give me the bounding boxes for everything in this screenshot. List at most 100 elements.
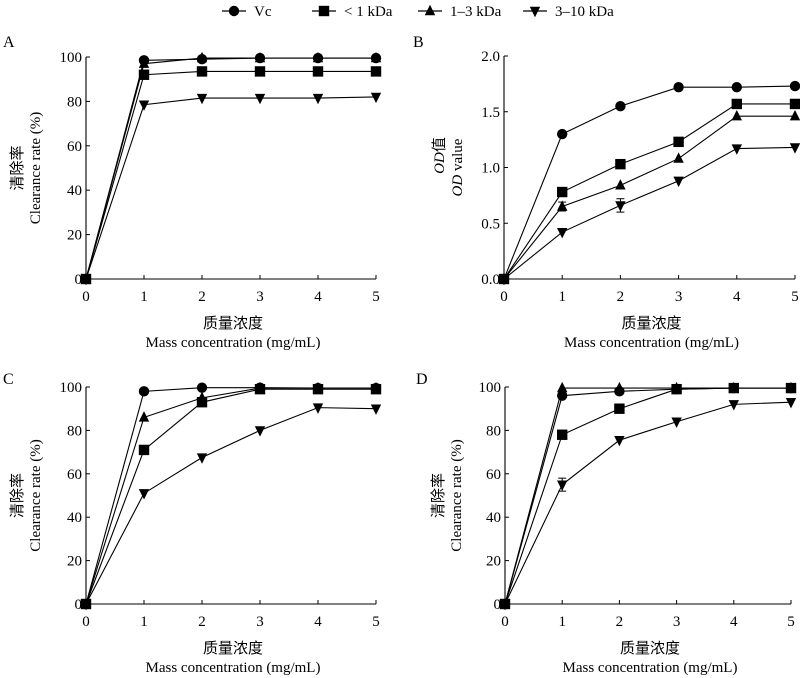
panel-letter: C xyxy=(3,371,14,388)
legend: Vc < 1 kDa 1–3 kDa 3–10 kDa xyxy=(222,4,614,20)
x-axis-label: Mass concentration (mg/mL) xyxy=(146,660,321,676)
x-tick-label: 4 xyxy=(733,289,741,305)
data-point xyxy=(196,66,208,77)
series-line xyxy=(85,57,376,280)
data-point xyxy=(789,143,800,154)
data-point xyxy=(557,227,568,239)
data-point xyxy=(370,66,382,77)
y-tick-label: 20 xyxy=(67,228,82,244)
y-axis-label: Clearance rate (%) xyxy=(449,439,465,551)
data-point xyxy=(312,381,324,393)
x-tick-label: 5 xyxy=(372,289,380,305)
series-line xyxy=(504,387,791,605)
data-point xyxy=(614,435,625,447)
error-bar xyxy=(558,201,567,212)
data-point xyxy=(254,66,266,77)
panel-letter: A xyxy=(3,34,15,51)
y-axis-label-cn: 清除率 xyxy=(430,473,447,518)
data-point xyxy=(196,93,208,105)
series-circle xyxy=(80,382,382,610)
x-tick-label: 5 xyxy=(791,289,799,305)
y-tick-label: 2.0 xyxy=(481,49,500,65)
series-triangle-down xyxy=(80,92,382,286)
data-point xyxy=(557,429,568,440)
data-point xyxy=(138,444,150,456)
data-point xyxy=(671,417,682,428)
x-tick-label: 2 xyxy=(616,614,624,630)
x-axis-label-cn: 质量浓度 xyxy=(203,640,263,657)
series-circle xyxy=(499,382,797,610)
series-triangle-up xyxy=(80,381,382,609)
series-square xyxy=(498,98,800,285)
data-point xyxy=(728,381,739,393)
x-tick-label: 4 xyxy=(314,289,322,305)
x-tick-label: 3 xyxy=(256,289,264,305)
x-tick-label: 5 xyxy=(372,614,380,630)
series-square xyxy=(499,382,797,610)
legend-item: 1–3 kDa xyxy=(418,4,502,20)
legend-marker-triangle-down xyxy=(529,6,541,18)
panel-d: D 0 1 2 3 4 5 0 20 40 60 80 100 质量浓度 Mass concentratio… xyxy=(416,371,797,676)
series-line xyxy=(85,407,377,605)
legend-marker-triangle-up xyxy=(424,4,436,16)
x-tick-label: 0 xyxy=(501,614,509,630)
y-tick-label: 20 xyxy=(67,554,82,570)
data-point xyxy=(614,403,625,414)
x-tick-label: 1 xyxy=(140,289,148,305)
data-point xyxy=(196,396,208,408)
y-tick-label: 40 xyxy=(486,510,501,526)
data-point xyxy=(138,100,150,111)
data-point xyxy=(557,381,568,393)
legend-marker-square xyxy=(318,5,330,17)
legend-label: 3–10 kDa xyxy=(555,4,614,20)
series-circle xyxy=(498,80,800,285)
x-axis-label-cn: 质量浓度 xyxy=(621,315,681,332)
data-point xyxy=(138,69,150,80)
legend-label: 1–3 kDa xyxy=(450,4,502,20)
panel-letter: B xyxy=(413,34,424,51)
data-point xyxy=(785,381,797,393)
series-triangle-up xyxy=(499,381,797,609)
series-line xyxy=(85,387,376,605)
series-line xyxy=(504,401,792,605)
legend-item: 3–10 kDa xyxy=(523,4,614,20)
y-axis-label: Clearance rate (%) xyxy=(28,439,44,551)
x-tick-label: 3 xyxy=(256,614,264,630)
y-axis-label-cn: 清除率 xyxy=(9,145,26,190)
x-tick-label: 1 xyxy=(558,614,566,630)
series-line xyxy=(85,387,376,605)
data-point xyxy=(673,176,684,188)
panel-c: C 0 1 2 3 4 5 0 20 40 60 80 100 质量浓度 Mass concentratio… xyxy=(3,371,382,676)
series-line xyxy=(85,96,377,280)
series-square xyxy=(80,66,382,285)
x-tick-label: 2 xyxy=(198,614,206,630)
data-point xyxy=(615,100,626,112)
panel-b: B 0 1 2 3 4 5 0.0 0.5 1.0 1.5 2.0 质量浓度 Mass concentra… xyxy=(413,34,800,351)
panel-a: A 0 1 2 3 4 5 0 20 40 60 80 100 质量浓度 Mass concentratio… xyxy=(3,34,382,351)
x-tick-label: 1 xyxy=(558,289,566,305)
x-tick-label: 2 xyxy=(617,289,625,305)
data-point xyxy=(254,51,266,63)
data-point xyxy=(731,144,742,155)
data-point xyxy=(370,404,382,415)
data-point xyxy=(254,426,266,437)
series-line xyxy=(85,70,376,280)
y-tick-label: 40 xyxy=(67,510,82,526)
y-axis-label-cn: OD值 xyxy=(431,137,448,174)
y-tick-label: 60 xyxy=(486,467,501,483)
y-tick-label: 0 xyxy=(75,597,83,613)
x-axis-label-cn: 质量浓度 xyxy=(620,640,680,657)
series-line xyxy=(85,388,376,605)
legend-item: Vc xyxy=(222,4,272,20)
legend-label: < 1 kDa xyxy=(344,4,393,20)
y-tick-label: 1.5 xyxy=(481,105,500,121)
data-point xyxy=(789,110,800,121)
x-tick-label: 2 xyxy=(198,289,206,305)
y-tick-label: 100 xyxy=(60,380,83,396)
data-point xyxy=(789,80,800,92)
data-point xyxy=(614,381,625,393)
series-line xyxy=(503,146,796,280)
data-point xyxy=(785,397,797,409)
y-axis-label-cn: 清除率 xyxy=(9,473,26,518)
